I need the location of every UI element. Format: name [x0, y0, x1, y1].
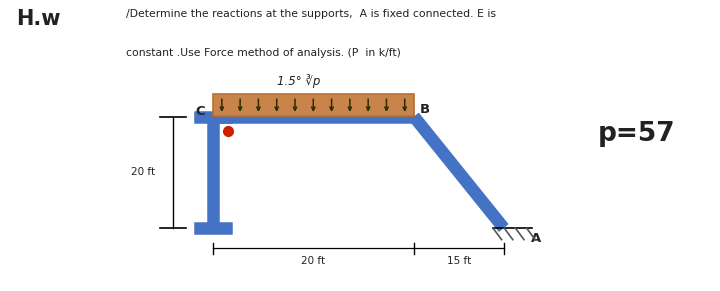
Text: 15 ft: 15 ft — [446, 255, 471, 266]
Text: C: C — [196, 105, 205, 118]
Text: 1.5° ∛p: 1.5° ∛p — [277, 74, 320, 88]
FancyBboxPatch shape — [212, 94, 414, 116]
Text: p=57: p=57 — [598, 121, 675, 147]
Text: H.w: H.w — [17, 9, 61, 29]
Text: 20 ft: 20 ft — [301, 255, 325, 266]
Text: ∕Determine the reactions at the supports,  A is fixed connected. E is: ∕Determine the reactions at the supports… — [127, 9, 497, 19]
Text: A: A — [531, 233, 541, 245]
Text: 20 ft: 20 ft — [131, 167, 156, 177]
Text: constant .Use Force method of analysis. (P  in k/ft): constant .Use Force method of analysis. … — [127, 49, 401, 58]
Text: B: B — [420, 103, 430, 116]
